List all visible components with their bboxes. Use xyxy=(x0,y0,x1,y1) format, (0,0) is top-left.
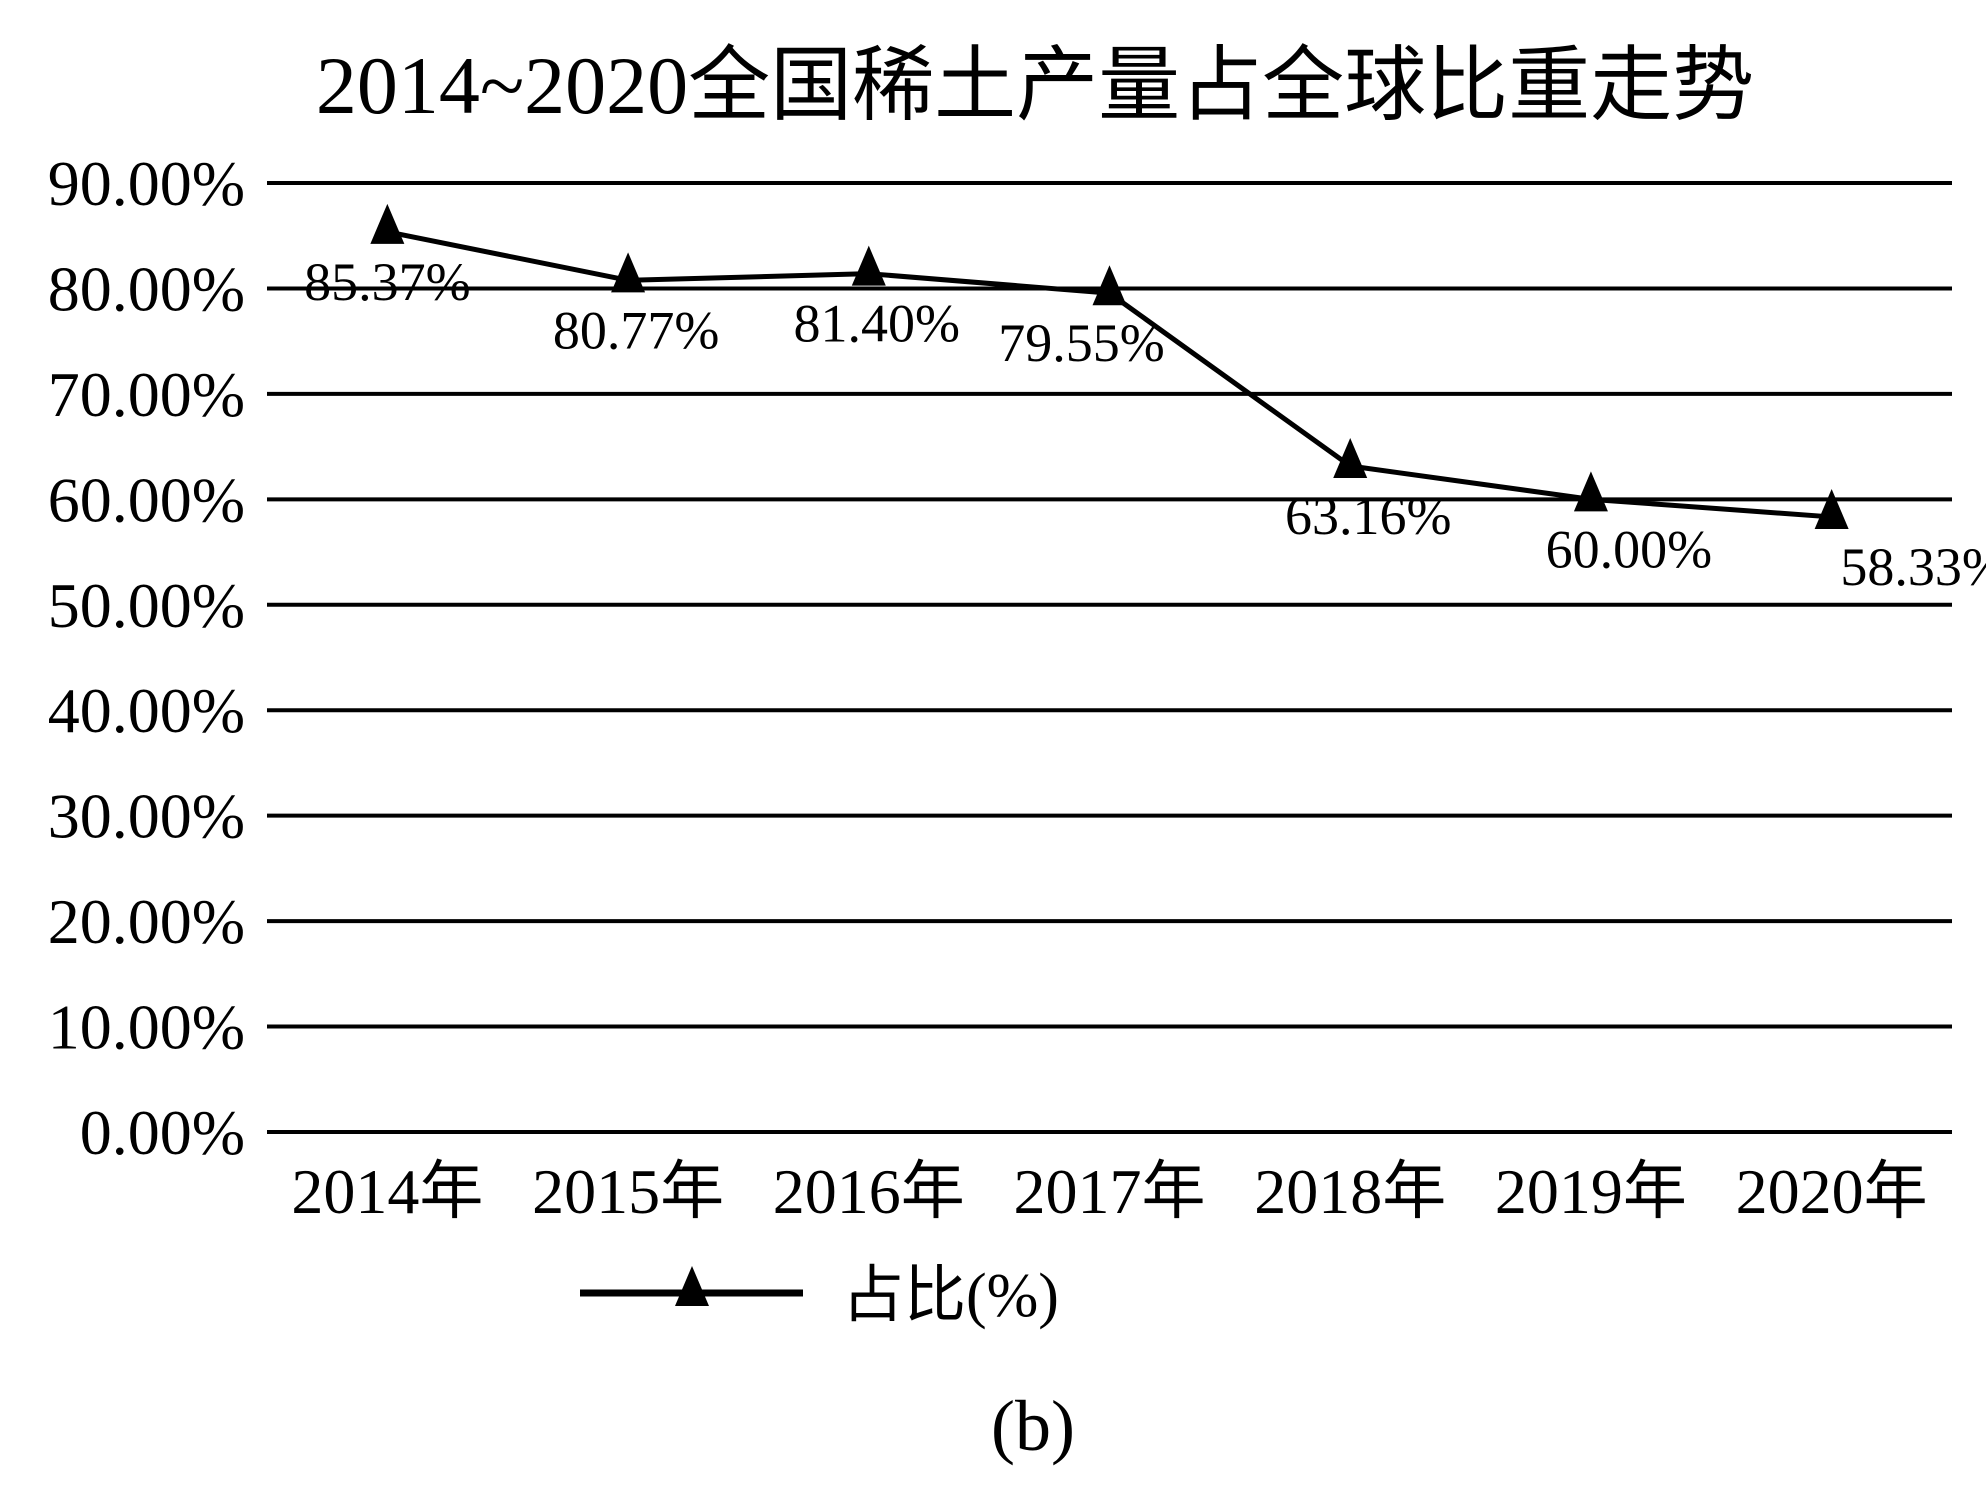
data-label: 63.16% xyxy=(1285,486,1451,546)
x-tick-label: 2019年 xyxy=(1495,1156,1687,1227)
data-point-marker xyxy=(1092,265,1127,306)
y-tick-label: 40.00% xyxy=(48,675,245,746)
x-tick-label: 2015年 xyxy=(532,1156,724,1227)
y-tick-label: 60.00% xyxy=(48,464,245,535)
x-tick-label: 2016年 xyxy=(773,1156,965,1227)
x-tick-label: 2014年 xyxy=(291,1156,483,1227)
data-point-marker xyxy=(851,245,886,286)
data-point-marker xyxy=(370,203,405,244)
data-label: 85.37% xyxy=(304,252,470,312)
data-point-marker xyxy=(1814,488,1849,529)
data-labels: 85.37% 80.77% 81.40% 79.55% 63.16% 60.00% 58.3… xyxy=(304,252,1986,597)
data-point-marker xyxy=(1333,438,1368,479)
legend-label: 占比(%) xyxy=(842,1262,1059,1330)
data-label: 58.33% xyxy=(1840,537,1986,597)
series-layer xyxy=(370,203,1849,529)
x-tick-label: 2017年 xyxy=(1014,1156,1206,1227)
y-tick-label: 80.00% xyxy=(48,253,245,324)
x-tick-label: 2020年 xyxy=(1736,1156,1928,1227)
data-point-marker xyxy=(611,252,646,293)
x-tick-label: 2018年 xyxy=(1254,1156,1446,1227)
chart-title: 2014~2020全国稀土产量占全球比重走势 xyxy=(316,40,1754,131)
y-tick-label: 50.00% xyxy=(48,570,245,641)
y-tick-label: 0.00% xyxy=(80,1097,245,1168)
y-axis-ticks: 0.00% 10.00% 20.00% 30.00% 40.00% 50.00% 60.00… xyxy=(48,148,245,1168)
data-point-marker xyxy=(1573,471,1608,512)
y-tick-label: 70.00% xyxy=(48,359,245,430)
data-label: 60.00% xyxy=(1546,519,1712,579)
legend: 占比(%) xyxy=(580,1262,1059,1330)
data-label: 81.40% xyxy=(794,294,960,354)
y-tick-label: 20.00% xyxy=(48,886,245,957)
y-tick-label: 10.00% xyxy=(48,992,245,1063)
x-axis-ticks: 2014年 2015年 2016年 2017年 2018年 2019年 2020年 xyxy=(291,1156,1927,1227)
figure-caption: (b) xyxy=(991,1386,1075,1466)
y-tick-label: 90.00% xyxy=(48,148,245,219)
data-label: 80.77% xyxy=(553,300,719,360)
legend-triangle-marker xyxy=(675,1266,709,1306)
y-tick-label: 30.00% xyxy=(48,781,245,852)
data-label: 79.55% xyxy=(998,313,1164,373)
